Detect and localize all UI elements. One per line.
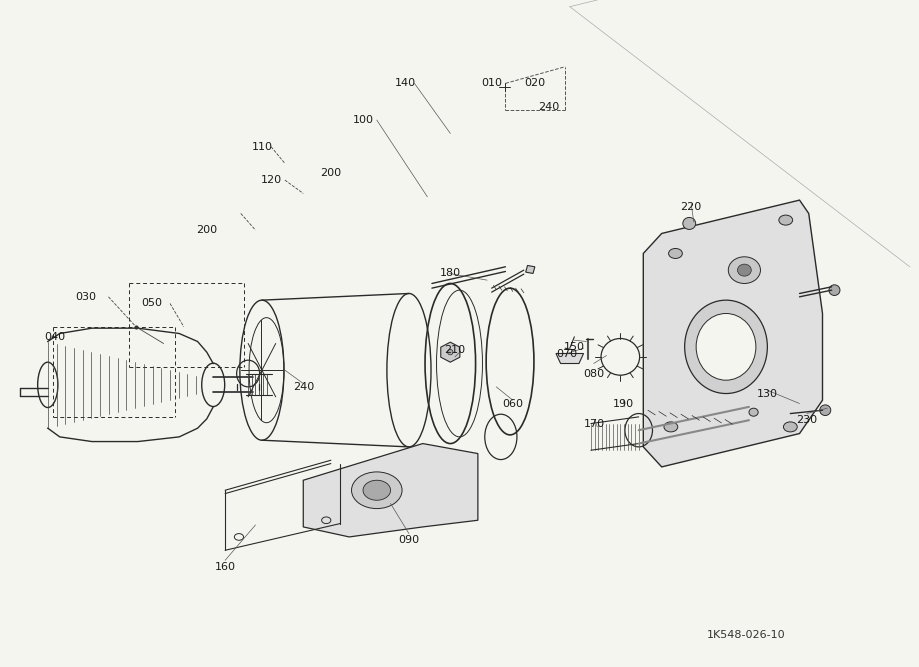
Ellipse shape <box>664 422 678 432</box>
Text: 180: 180 <box>440 269 460 278</box>
Polygon shape <box>441 342 460 362</box>
Ellipse shape <box>729 257 761 283</box>
Polygon shape <box>303 444 478 537</box>
Ellipse shape <box>749 408 758 416</box>
Ellipse shape <box>779 215 792 225</box>
Text: 230: 230 <box>797 416 817 425</box>
Polygon shape <box>526 265 535 273</box>
Ellipse shape <box>363 480 391 500</box>
Text: 090: 090 <box>399 536 419 545</box>
Text: 240: 240 <box>538 102 560 111</box>
Text: 190: 190 <box>613 399 633 408</box>
Polygon shape <box>556 354 584 364</box>
Ellipse shape <box>783 422 798 432</box>
Text: 030: 030 <box>75 292 96 301</box>
Text: 1K548-026-10: 1K548-026-10 <box>707 630 786 640</box>
Text: 170: 170 <box>584 419 605 428</box>
Text: 120: 120 <box>261 175 281 185</box>
Text: 210: 210 <box>445 346 465 355</box>
Text: 100: 100 <box>353 115 373 125</box>
Text: 050: 050 <box>142 299 162 308</box>
Text: 070: 070 <box>557 349 577 358</box>
Text: 240: 240 <box>292 382 314 392</box>
Text: 080: 080 <box>584 369 604 378</box>
Ellipse shape <box>738 264 752 276</box>
Text: 220: 220 <box>680 202 702 211</box>
Ellipse shape <box>697 313 755 380</box>
Ellipse shape <box>351 472 402 508</box>
Text: 150: 150 <box>564 342 584 352</box>
Text: 010: 010 <box>482 79 502 88</box>
Ellipse shape <box>448 350 453 355</box>
Text: 020: 020 <box>525 79 545 88</box>
Ellipse shape <box>669 248 682 259</box>
Text: 200: 200 <box>321 169 341 178</box>
Ellipse shape <box>829 285 840 295</box>
Ellipse shape <box>820 405 831 416</box>
Text: 130: 130 <box>757 389 777 398</box>
Text: 160: 160 <box>215 562 235 572</box>
Text: 110: 110 <box>252 142 272 151</box>
Text: 040: 040 <box>45 332 65 342</box>
Text: 140: 140 <box>395 79 415 88</box>
Ellipse shape <box>685 300 767 394</box>
Polygon shape <box>643 200 823 467</box>
Text: 200: 200 <box>197 225 217 235</box>
Ellipse shape <box>683 217 696 229</box>
Text: 060: 060 <box>503 399 523 408</box>
